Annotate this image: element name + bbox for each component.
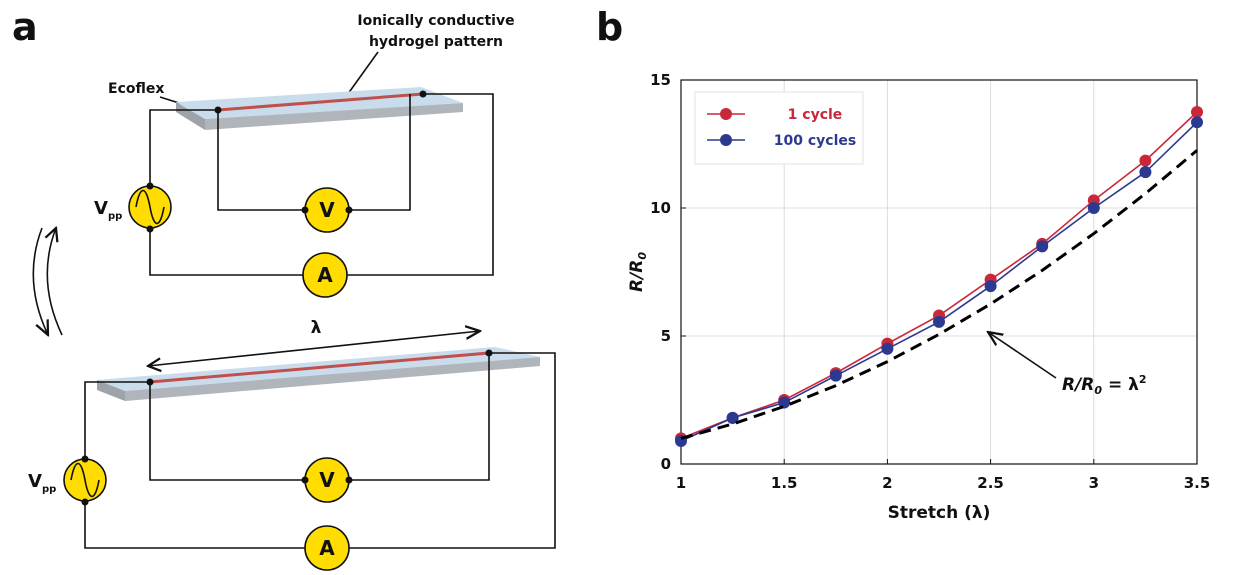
wire <box>347 93 494 276</box>
node <box>345 206 353 214</box>
panel-a: a Ecoflex Ionically conductive hydrogel … <box>12 5 556 571</box>
legend-marker <box>720 134 732 146</box>
sine <box>70 462 100 498</box>
panel-label: a <box>12 5 38 49</box>
node <box>146 225 154 233</box>
ammeter <box>304 525 350 571</box>
x-axis-label: Stretch (λ) <box>888 503 991 523</box>
data-point <box>881 342 894 355</box>
data-point <box>933 315 945 328</box>
node <box>81 498 89 506</box>
slab-side <box>176 102 205 130</box>
node <box>345 476 353 484</box>
slab-side <box>125 357 540 401</box>
x-tick-label: 3 <box>1089 474 1099 492</box>
data-point <box>778 396 791 409</box>
y-axis-label: R/R0 <box>627 252 649 292</box>
y-tick-label: 5 <box>661 327 671 345</box>
leader-line <box>344 51 379 99</box>
hydrogel <box>217 92 424 112</box>
node <box>419 90 427 98</box>
data-point <box>726 411 739 424</box>
legend-marker <box>720 108 732 120</box>
ammeter-label: A <box>319 536 335 560</box>
voltmeter-label: V <box>319 468 335 492</box>
data-point <box>1139 166 1152 179</box>
panel-label: b <box>596 5 623 49</box>
x-tick-label: 2.5 <box>977 474 1004 492</box>
source-label: Vpp <box>94 198 122 222</box>
hydrogel-label: Ionically conductive <box>357 13 514 29</box>
data-point <box>1139 154 1152 167</box>
legend-box <box>694 91 864 165</box>
wire <box>349 353 490 481</box>
slab-side <box>97 380 125 401</box>
x-tick-label: 2 <box>882 474 892 492</box>
node <box>214 106 222 114</box>
annotation-arrow <box>988 332 1057 379</box>
plot-frame <box>680 79 1198 465</box>
voltmeter-label: V <box>319 198 335 222</box>
wire <box>84 381 150 458</box>
data-point <box>1191 116 1203 129</box>
node <box>146 182 154 190</box>
wire <box>149 109 218 185</box>
data-point <box>1191 106 1203 118</box>
data-point <box>1036 240 1049 253</box>
legend-label: 100 cycles <box>774 133 856 149</box>
node <box>485 349 493 357</box>
arrow <box>47 228 63 336</box>
y-tick-label: 0 <box>661 455 671 473</box>
sine <box>135 189 165 225</box>
node <box>146 378 154 386</box>
wire <box>217 110 305 211</box>
stretch-arrow <box>148 331 480 366</box>
source-label: Vpp <box>28 471 56 495</box>
ecoflex-label: Ecoflex <box>108 81 164 97</box>
annotation: R/R0 = λ2 <box>1062 373 1147 397</box>
node <box>81 455 89 463</box>
ammeter <box>302 252 348 298</box>
arrow <box>32 227 48 335</box>
legend-label: 1 cycle <box>788 107 843 123</box>
hydrogel-label: hydrogel pattern <box>369 34 503 50</box>
x-tick-label: 1.5 <box>771 474 798 492</box>
data-point <box>829 369 842 382</box>
data-point <box>984 280 997 293</box>
data-point <box>1087 202 1100 214</box>
stretch-label: λ <box>311 318 322 338</box>
node <box>301 206 309 214</box>
wire <box>149 382 305 481</box>
node <box>301 476 309 484</box>
hydrogel <box>149 351 490 384</box>
wire <box>84 502 305 549</box>
x-tick-label: 1 <box>676 474 686 492</box>
ammeter-label: A <box>317 263 333 287</box>
series-line <box>680 149 1198 440</box>
slab-side <box>205 103 463 130</box>
wire <box>149 229 303 276</box>
wire <box>349 352 556 549</box>
wire <box>349 94 411 211</box>
panel-b: b Stretch (λ) R/R0 1 1.5 2 2.5 3 3.5 0 5 10 15 1 c… <box>596 5 1210 523</box>
x-tick-label: 3.5 <box>1184 474 1211 492</box>
y-tick-label: 10 <box>650 199 671 217</box>
y-tick-label: 15 <box>650 71 671 89</box>
